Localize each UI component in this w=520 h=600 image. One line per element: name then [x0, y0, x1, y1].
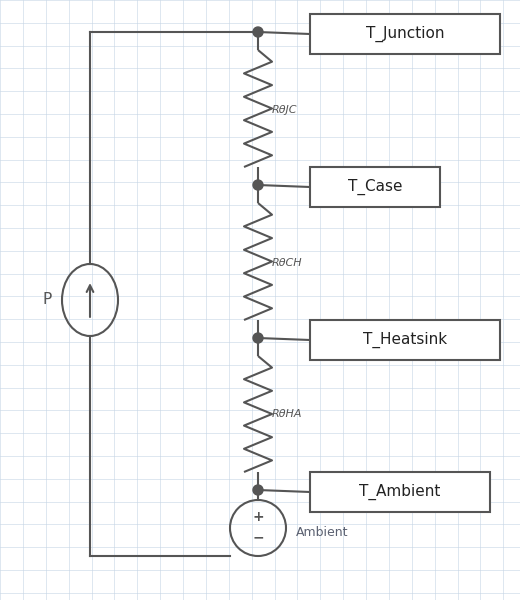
Text: RθHA: RθHA [272, 409, 303, 419]
Text: P: P [43, 292, 52, 307]
Text: −: − [252, 531, 264, 545]
Text: T_Heatsink: T_Heatsink [363, 332, 447, 348]
Circle shape [253, 180, 263, 190]
Text: +: + [252, 511, 264, 524]
Text: T_Junction: T_Junction [366, 26, 444, 42]
Circle shape [253, 485, 263, 495]
Text: RθCH: RθCH [272, 258, 303, 268]
FancyBboxPatch shape [310, 167, 440, 207]
Circle shape [253, 333, 263, 343]
FancyBboxPatch shape [310, 320, 500, 360]
FancyBboxPatch shape [310, 472, 490, 512]
Text: RθJC: RθJC [272, 105, 297, 115]
Text: Ambient: Ambient [296, 526, 348, 539]
Text: T_Case: T_Case [348, 179, 402, 195]
Text: T_Ambient: T_Ambient [359, 484, 440, 500]
FancyBboxPatch shape [310, 14, 500, 54]
Circle shape [253, 27, 263, 37]
